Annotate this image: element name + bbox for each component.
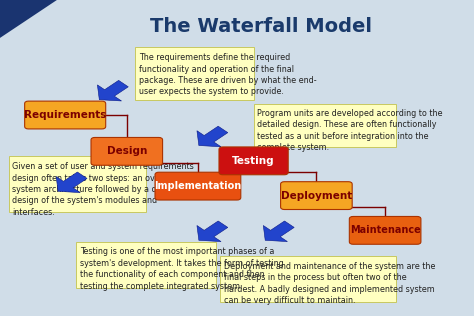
Text: Deployment and maintenance of the system are the
final steps in the process but : Deployment and maintenance of the system… — [224, 262, 436, 305]
FancyBboxPatch shape — [281, 182, 352, 210]
Text: Deployment: Deployment — [281, 191, 352, 201]
FancyBboxPatch shape — [220, 256, 396, 302]
Polygon shape — [263, 221, 294, 242]
Text: Maintenance: Maintenance — [350, 225, 420, 235]
Text: Implementation: Implementation — [154, 181, 242, 191]
Text: Design: Design — [107, 146, 147, 156]
FancyBboxPatch shape — [25, 101, 106, 129]
Text: Testing: Testing — [232, 156, 275, 166]
Polygon shape — [0, 0, 28, 25]
FancyBboxPatch shape — [9, 156, 146, 212]
FancyBboxPatch shape — [135, 47, 254, 100]
Polygon shape — [97, 80, 128, 101]
Text: Requirements: Requirements — [24, 110, 106, 120]
Text: The Waterfall Model: The Waterfall Model — [150, 17, 372, 36]
Polygon shape — [0, 0, 57, 38]
Text: Given a set of user and system requirements
design often takes two steps: an ove: Given a set of user and system requireme… — [12, 162, 194, 217]
FancyBboxPatch shape — [219, 147, 288, 175]
Polygon shape — [56, 172, 87, 193]
Polygon shape — [197, 126, 228, 147]
FancyBboxPatch shape — [76, 242, 216, 288]
Text: Program units are developed according to the
detailed design. These are often fu: Program units are developed according to… — [257, 109, 443, 152]
FancyBboxPatch shape — [254, 104, 396, 147]
Polygon shape — [197, 221, 228, 242]
Text: The requirements define the required
functionality and operation of the final
pa: The requirements define the required fun… — [139, 53, 317, 96]
FancyBboxPatch shape — [349, 216, 421, 244]
Text: Testing is one of the most important phases of a
system's development. It takes : Testing is one of the most important pha… — [80, 247, 283, 291]
FancyBboxPatch shape — [91, 137, 163, 165]
FancyBboxPatch shape — [155, 172, 241, 200]
